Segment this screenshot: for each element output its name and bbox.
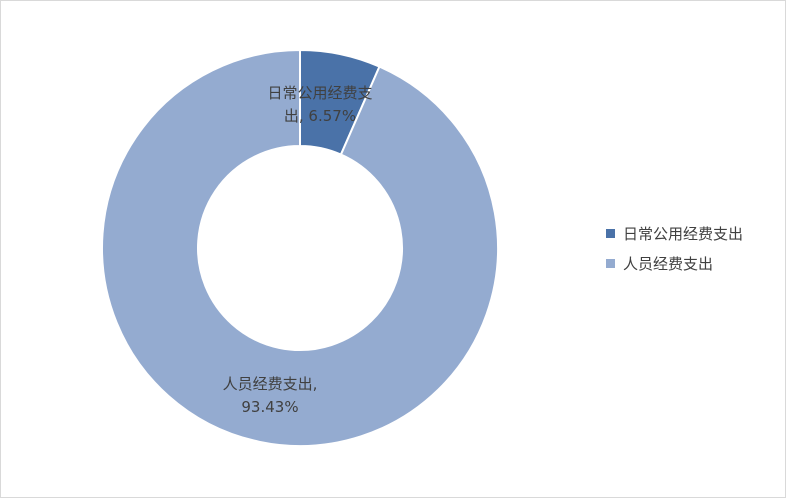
legend-swatch-personnel xyxy=(606,259,615,268)
data-label-daily-public-line2: 出, 6.57% xyxy=(284,107,356,125)
slice-personnel xyxy=(101,48,499,447)
legend-label-daily-public: 日常公用经费支出 xyxy=(623,225,743,243)
data-label-personnel-line1: 人员经费支出, xyxy=(223,375,318,393)
legend-label-personnel: 人员经费支出 xyxy=(623,255,713,273)
legend-swatch-daily-public xyxy=(606,229,615,238)
legend: 日常公用经费支出 人员经费支出 xyxy=(606,225,743,273)
data-label-daily-public-line1: 日常公用经费支 xyxy=(267,84,372,102)
donut-slices xyxy=(101,48,499,447)
data-label-personnel-line2: 93.43% xyxy=(241,398,298,416)
